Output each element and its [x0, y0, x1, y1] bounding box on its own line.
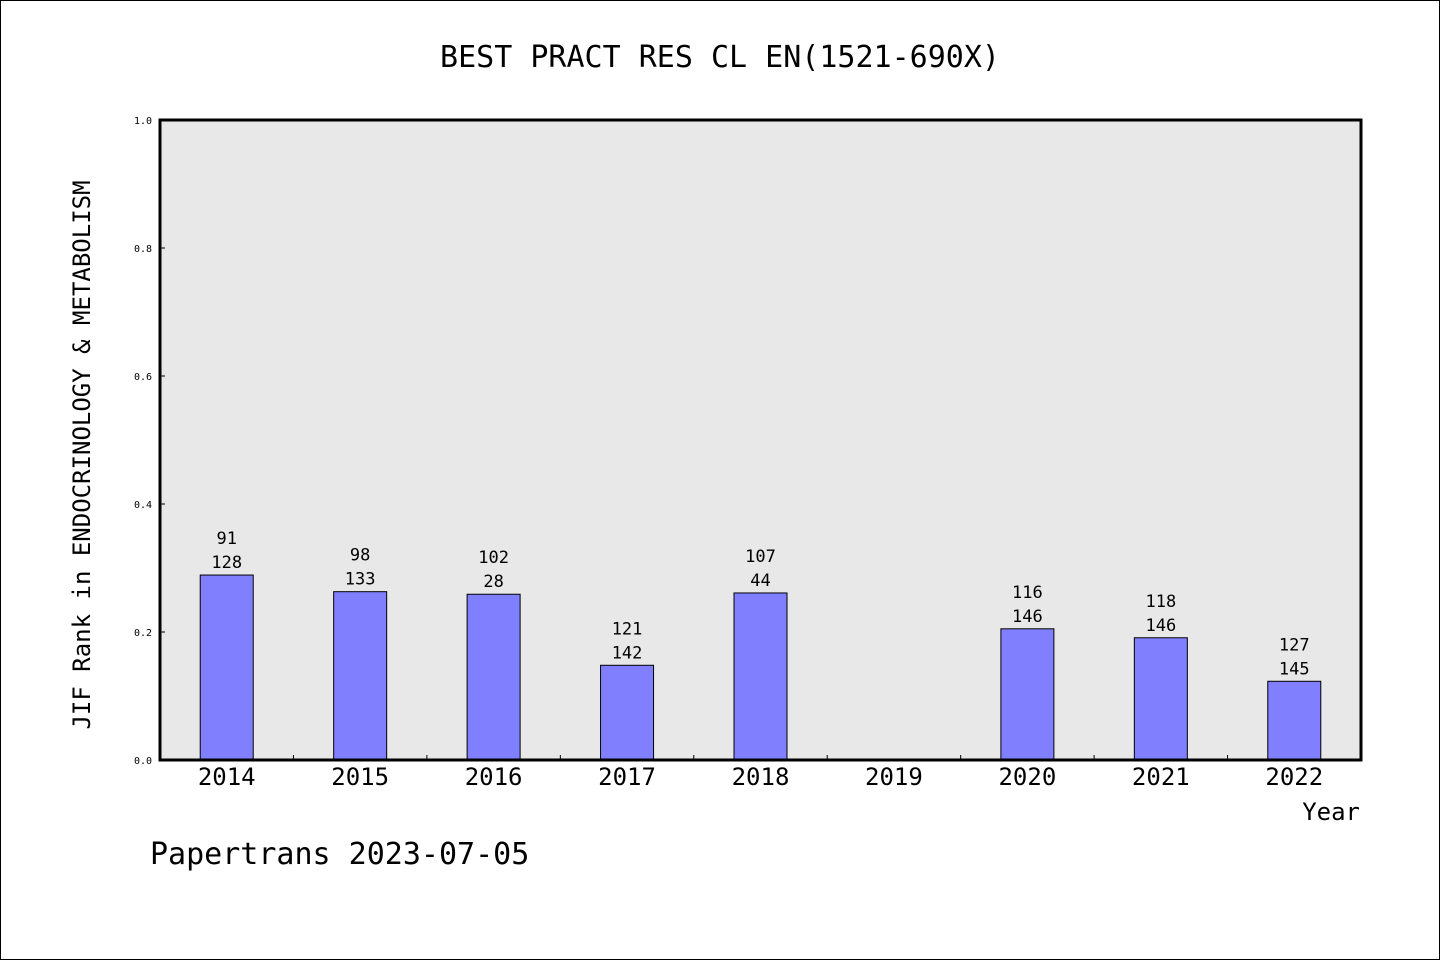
y-tick-label: 0.6	[134, 372, 152, 383]
bar-label-top: 98	[350, 546, 370, 566]
x-tick-label: 2019	[865, 763, 923, 791]
chart-title: BEST PRACT RES CL EN(1521-690X)	[440, 40, 1000, 75]
x-tick-label: 2016	[465, 763, 523, 791]
x-tick-label: 2018	[732, 763, 790, 791]
bar-label-bottom: 133	[345, 570, 376, 590]
bar-2014	[199, 574, 254, 761]
x-axis-label: Year	[1302, 798, 1360, 826]
bar-label-top: 118	[1145, 592, 1176, 612]
bar-2021	[1133, 637, 1188, 761]
bar-2020	[1000, 628, 1055, 761]
plot-border	[158, 118, 1363, 762]
bar-2015	[333, 591, 388, 761]
y-tick-label: 1.0	[134, 116, 152, 127]
x-tick-label: 2021	[1132, 763, 1190, 791]
bar-2022	[1267, 680, 1322, 761]
bar-label-top: 127	[1279, 635, 1310, 655]
y-tick-label: 0.2	[134, 628, 152, 639]
bar-label-top: 102	[478, 548, 509, 568]
y-axis-label: JIF Rank in ENDOCRINOLOGY & METABOLISM	[68, 180, 96, 729]
x-tick-label: 2015	[331, 763, 389, 791]
bar-label-bottom: 128	[211, 553, 242, 573]
y-tick-label: 0.0	[134, 756, 152, 767]
bar-label-top: 91	[216, 529, 236, 549]
bar-2018	[733, 592, 788, 761]
bar-2016	[466, 593, 521, 761]
bar-label-top: 121	[612, 619, 643, 639]
bar-label-bottom: 146	[1012, 607, 1043, 627]
bar-label-top: 107	[745, 547, 776, 567]
bar-2017	[600, 664, 655, 761]
y-tick-label: 0.4	[134, 500, 152, 511]
x-tick-label: 2022	[1265, 763, 1323, 791]
bar-label-top: 116	[1012, 583, 1043, 603]
footer-source-date: Papertrans 2023-07-05	[150, 837, 529, 872]
bar-label-bottom: 145	[1279, 659, 1310, 679]
x-tick-label: 2017	[598, 763, 656, 791]
bar-label-bottom: 44	[750, 571, 770, 591]
bar-label-bottom: 142	[612, 643, 643, 663]
x-tick-label: 2020	[998, 763, 1056, 791]
y-tick-label: 0.8	[134, 244, 152, 255]
bar-label-bottom: 28	[483, 572, 503, 592]
bar-label-bottom: 146	[1145, 616, 1176, 636]
x-tick-label: 2014	[198, 763, 256, 791]
